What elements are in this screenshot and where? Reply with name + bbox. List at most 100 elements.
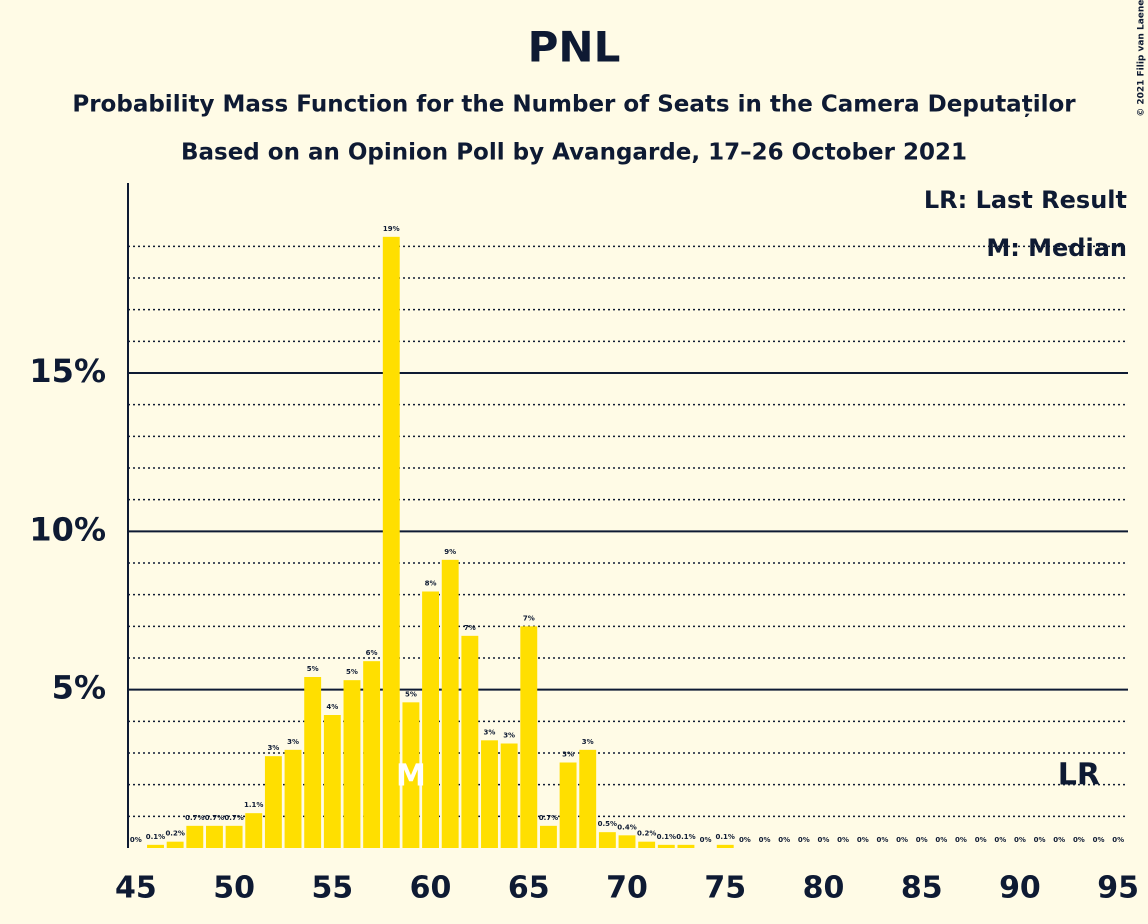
value-label: 0% — [916, 836, 928, 844]
value-label: 7% — [523, 614, 535, 622]
value-label: 0% — [837, 836, 849, 844]
x-tick-label: 50 — [213, 871, 255, 906]
chart-title: PNL — [528, 23, 621, 72]
chart-subtitle: Based on an Opinion Poll by Avangarde, 1… — [181, 140, 967, 166]
bar — [323, 715, 341, 848]
y-tick-label: 15% — [29, 352, 106, 390]
value-label: 3% — [287, 738, 299, 746]
value-label: 0.7% — [539, 814, 558, 822]
value-label: 0% — [798, 836, 810, 844]
bar — [481, 740, 498, 848]
value-label: 0% — [778, 836, 790, 844]
bar — [422, 591, 440, 848]
value-label: 0% — [1053, 836, 1065, 844]
value-label: 3% — [503, 732, 515, 740]
bar — [343, 680, 361, 848]
value-label: 5% — [346, 668, 358, 676]
bar — [205, 825, 223, 848]
value-label: 4% — [326, 703, 338, 711]
bar — [225, 825, 243, 848]
bar — [716, 844, 734, 848]
value-label: 5% — [405, 690, 417, 698]
value-label: 0.5% — [598, 820, 617, 828]
median-marker: M — [396, 759, 426, 794]
value-label: 0% — [1073, 836, 1085, 844]
value-label: 0% — [857, 836, 869, 844]
value-label: 0% — [1112, 836, 1124, 844]
value-label: 7% — [464, 624, 476, 632]
bar — [461, 635, 479, 848]
y-tick-label: 5% — [52, 669, 106, 707]
value-label: 3% — [562, 751, 574, 759]
value-label: 6% — [366, 649, 378, 657]
bar — [500, 743, 518, 848]
value-label: 0% — [739, 836, 751, 844]
x-tick-label: 75 — [704, 871, 746, 906]
value-label: 5% — [307, 665, 319, 673]
value-label: 1.1% — [244, 801, 263, 809]
value-label: 0.1% — [676, 833, 695, 841]
bar — [520, 626, 538, 848]
bar — [441, 559, 459, 848]
value-label: 0.1% — [146, 833, 165, 841]
x-tick-label: 95 — [1097, 871, 1139, 906]
chart-subtitle: Probability Mass Function for the Number… — [72, 92, 1076, 118]
value-label: 0% — [876, 836, 888, 844]
value-label: 0.1% — [657, 833, 676, 841]
bar — [638, 841, 656, 848]
value-label: 0% — [818, 836, 830, 844]
bar — [559, 762, 577, 848]
bar — [147, 844, 164, 848]
x-tick-label: 70 — [606, 871, 648, 906]
value-label: 3% — [484, 728, 496, 736]
x-tick-label: 90 — [999, 871, 1041, 906]
bar — [677, 844, 695, 848]
value-label: 0% — [975, 836, 987, 844]
bar — [382, 236, 400, 849]
value-label: 3% — [582, 738, 594, 746]
bar — [284, 749, 302, 848]
value-label: 0% — [896, 836, 908, 844]
value-label: 3% — [267, 744, 279, 752]
copyright: © 2021 Filip van Laenen — [1137, 0, 1147, 117]
value-label: 0% — [1014, 836, 1026, 844]
value-label: 0.2% — [165, 830, 184, 838]
value-label: 9% — [444, 548, 456, 556]
x-tick-label: 65 — [508, 871, 550, 906]
bar — [657, 844, 675, 848]
value-label: 0.1% — [716, 833, 735, 841]
bar — [539, 825, 557, 848]
x-tick-label: 55 — [311, 871, 353, 906]
value-label: 0% — [700, 836, 712, 844]
value-label: 0% — [1093, 836, 1105, 844]
value-label: 0% — [130, 836, 142, 844]
value-label: 0.4% — [617, 823, 636, 831]
value-label: 0% — [1034, 836, 1046, 844]
value-label: 8% — [425, 580, 437, 588]
value-label: 0.2% — [637, 830, 656, 838]
value-label: 0% — [955, 836, 967, 844]
legend-entry: M: Median — [986, 234, 1127, 262]
bar — [264, 756, 282, 848]
value-label: 0.7% — [224, 814, 243, 822]
bar — [245, 813, 263, 848]
bar — [402, 702, 420, 848]
bar — [363, 661, 381, 848]
y-tick-label: 10% — [29, 510, 106, 548]
bar — [598, 832, 616, 848]
bar — [579, 749, 597, 848]
x-tick-label: 45 — [115, 871, 157, 906]
x-tick-label: 80 — [803, 871, 845, 906]
legend-entry: LR: Last Result — [924, 186, 1127, 214]
value-label: 19% — [383, 225, 400, 233]
x-tick-label: 85 — [901, 871, 943, 906]
last-result-marker: LR — [1058, 758, 1100, 793]
bar — [304, 677, 322, 848]
bar — [166, 841, 184, 848]
value-label: 0% — [935, 836, 947, 844]
bar — [618, 835, 636, 848]
value-label: 0.7% — [185, 814, 204, 822]
value-label: 0% — [759, 836, 771, 844]
bar — [186, 825, 204, 848]
